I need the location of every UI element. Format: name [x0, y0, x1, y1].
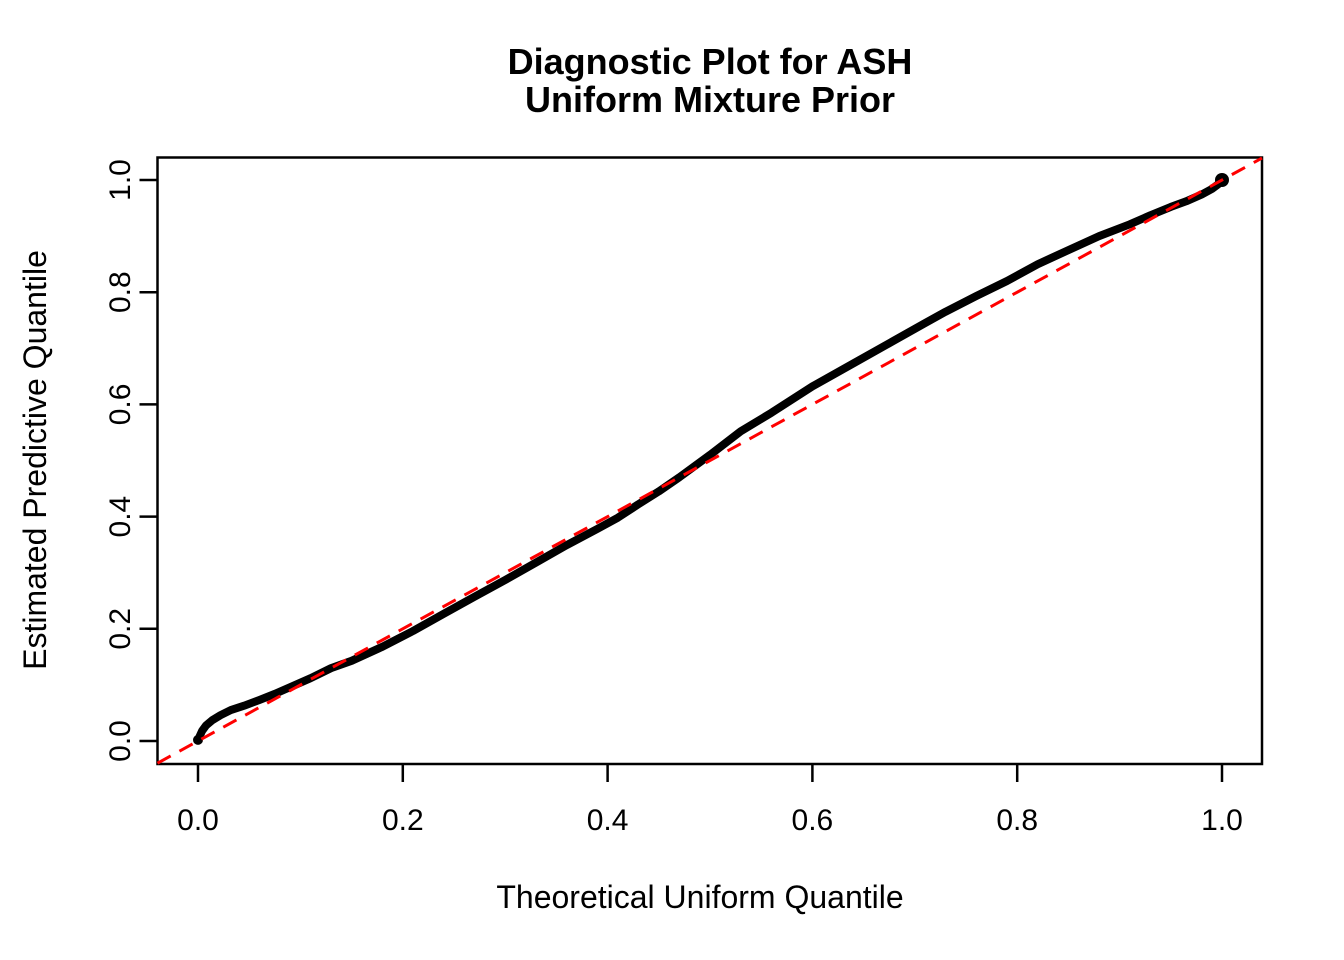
- y-axis-title: Estimated Predictive Quantile: [17, 250, 53, 670]
- quantile-curve: [194, 176, 1226, 744]
- x-axis-title: Theoretical Uniform Quantile: [496, 879, 903, 915]
- y-tick-label: 1.0: [104, 159, 137, 201]
- x-tick-label: 0.4: [587, 804, 629, 837]
- y-tick-label: 0.8: [104, 271, 137, 313]
- y-tick-label: 0.4: [104, 496, 137, 538]
- x-tick-label: 0.6: [792, 804, 834, 837]
- x-tick-label: 1.0: [1201, 804, 1243, 837]
- y-axis-ticks: 0.0 0.2 0.4 0.6 0.8 1.0: [104, 159, 158, 762]
- x-tick-label: 0.0: [177, 804, 219, 837]
- y-tick-label: 0.6: [104, 384, 137, 426]
- plot-title-line2: Uniform Mixture Prior: [525, 79, 895, 120]
- x-tick-label: 0.2: [382, 804, 424, 837]
- y-tick-label: 0.0: [104, 720, 137, 762]
- plot-title-line1: Diagnostic Plot for ASH: [508, 41, 913, 82]
- identity-reference-line: [156, 156, 1263, 765]
- y-tick-label: 0.2: [104, 608, 137, 650]
- curve-start-point: [193, 734, 203, 745]
- x-tick-label: 0.8: [996, 804, 1038, 837]
- plot-border: [156, 156, 1264, 766]
- x-axis-ticks: 0.0 0.2 0.4 0.6 0.8 1.0: [177, 764, 1243, 837]
